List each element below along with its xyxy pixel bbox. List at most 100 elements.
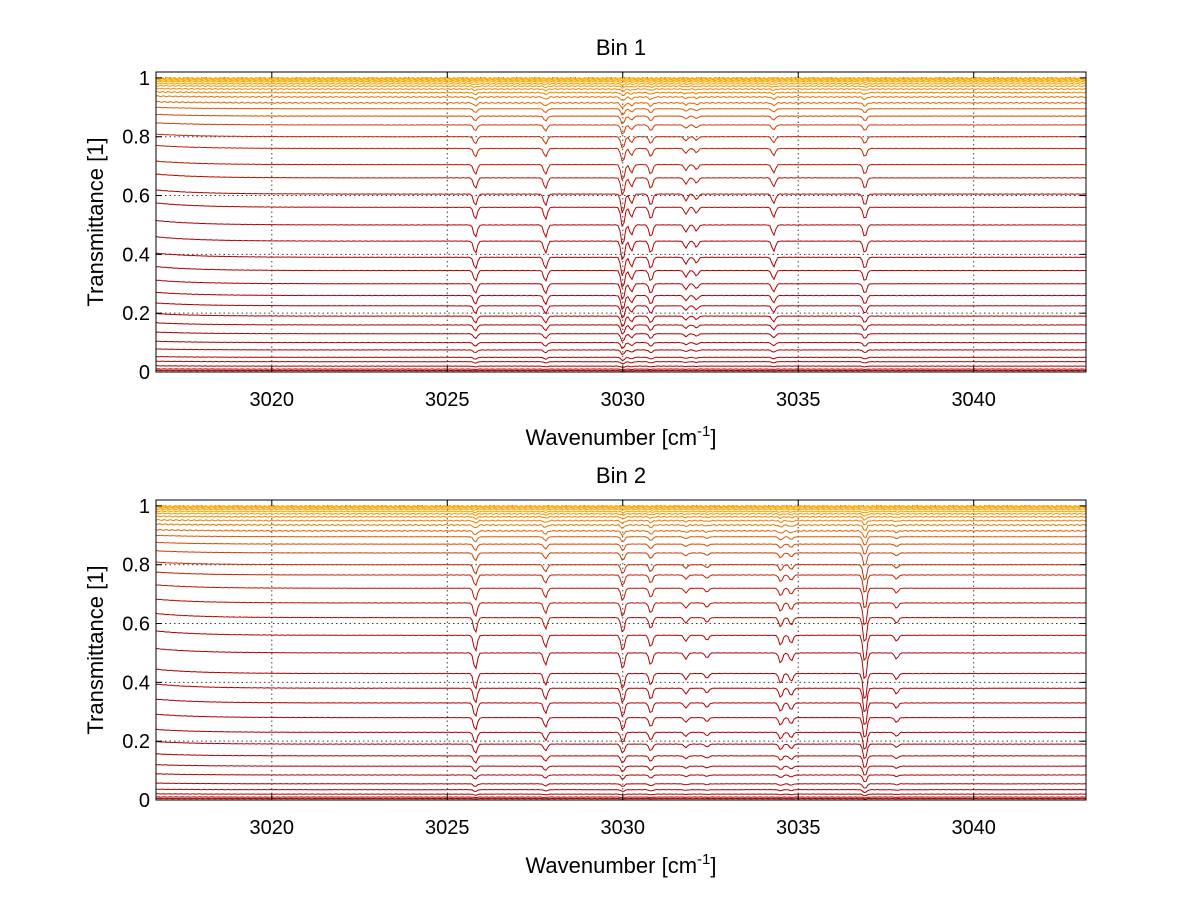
y-tick-label: 1	[139, 68, 150, 90]
spectrum-line	[155, 133, 1087, 149]
spectrum-line	[155, 584, 1087, 609]
x-axis-label: Wavenumber [cm-1]	[525, 423, 716, 450]
x-tick-label: 3020	[250, 817, 295, 839]
spectrum-line	[155, 683, 1087, 713]
spectrum-line	[155, 90, 1087, 97]
spectrum-line	[155, 113, 1087, 125]
spectrum-line	[155, 331, 1087, 342]
y-tick-label: 0.8	[122, 555, 150, 577]
spectrum-line	[155, 368, 1087, 371]
spectrum-line	[155, 122, 1087, 135]
spectrum-line	[155, 87, 1087, 92]
x-tick-label: 3035	[776, 817, 821, 839]
subplot-bin-2: 3020 3025 3030 3035 3040 0 0.2 0.4 0.6 0.8 1 Bin 2 W…	[83, 463, 1087, 878]
spectrum-line	[155, 788, 1087, 794]
spectrum-line	[155, 84, 1087, 89]
chart-title: Bin 2	[596, 463, 646, 488]
spectrum-line	[155, 782, 1087, 789]
spectrum-line	[155, 144, 1087, 163]
spectrum-line	[155, 571, 1087, 593]
spectrum-line	[155, 796, 1087, 799]
spectrum-line	[156, 648, 1087, 680]
spectrum-line	[155, 523, 1087, 531]
spectrum-line	[155, 189, 1087, 214]
spectrum-line	[155, 713, 1087, 738]
spectrum-line	[155, 612, 1087, 642]
spectrum-line	[155, 630, 1087, 662]
x-axis-label: Wavenumber [cm-1]	[525, 851, 716, 878]
spectrum-line	[155, 508, 1087, 512]
y-tick-label: 0	[139, 362, 150, 384]
spectrum-line	[155, 348, 1087, 356]
spectrum-line	[155, 79, 1087, 82]
spectrum-line	[155, 95, 1087, 101]
spectrum-line	[155, 313, 1087, 328]
spectrum-line	[155, 266, 1087, 289]
axes-frame	[155, 499, 1087, 801]
x-tick-label: 3035	[776, 389, 821, 411]
spectrum-line	[155, 80, 1087, 84]
spectrum-line	[155, 541, 1087, 555]
spectrum-line	[155, 219, 1087, 245]
spectrum-line	[155, 773, 1087, 783]
spectrum-line	[155, 598, 1087, 626]
spectrum-line	[155, 505, 1087, 508]
y-tick-label: 0.8	[122, 127, 150, 149]
spectrum-line	[155, 515, 1087, 521]
x-tick-label: 3040	[951, 817, 996, 839]
x-tick-label: 3020	[250, 389, 295, 411]
x-tick-label: 3025	[425, 389, 470, 411]
spectrum-line	[155, 510, 1087, 514]
spectrum-line	[155, 561, 1086, 581]
y-tick-label: 1	[139, 496, 150, 518]
spectrum-line	[155, 512, 1087, 517]
x-tick-label: 3030	[601, 389, 646, 411]
y-tick-label: 0.4	[122, 244, 150, 266]
y-tick-label: 0	[139, 790, 150, 812]
spectrum-line	[155, 764, 1087, 776]
spectrum-line	[155, 369, 1087, 372]
spectrum-line	[155, 202, 1086, 228]
x-tick-label: 3030	[601, 817, 646, 839]
x-tick-label: 3025	[425, 817, 470, 839]
spectrum-line	[155, 236, 1087, 261]
spectrum-line	[155, 77, 1087, 81]
spectrum-line	[155, 106, 1087, 116]
x-tick-label: 3040	[951, 389, 996, 411]
spectrum-line	[155, 291, 1087, 311]
spectrum-line	[156, 550, 1087, 566]
spectrum-line	[155, 793, 1087, 797]
spectrum-line	[155, 100, 1087, 109]
spectrum-line	[155, 528, 1087, 539]
spectrum-line	[155, 518, 1087, 526]
spectrum-line	[155, 741, 1087, 760]
spectrum-line	[155, 360, 1087, 365]
spectrum-line	[155, 506, 1087, 510]
y-tick-label: 0.2	[122, 731, 150, 753]
spectrum-line	[155, 322, 1087, 335]
spectrum-line	[155, 534, 1086, 546]
subplot-bin-1: 3020 3025 3030 3035 3040 0 0.2 0.4 0.6 0.8 1 Bin 1 W…	[83, 35, 1087, 450]
y-tick-label: 0.6	[122, 614, 150, 636]
y-tick-label: 0.6	[122, 186, 150, 208]
spectrum-line	[155, 797, 1087, 800]
chart-title: Bin 1	[596, 35, 646, 60]
y-tick-label: 0.4	[122, 672, 150, 694]
spectrum-line	[155, 698, 1087, 726]
axes-frame	[155, 71, 1087, 373]
spectrum-line	[155, 77, 1087, 80]
spectrum-line	[155, 668, 1087, 700]
y-tick-label: 0.2	[122, 303, 150, 325]
y-axis-label: Transmittance [1]	[83, 137, 108, 306]
spectrum-line	[155, 279, 1087, 301]
spectrum-line	[155, 728, 1087, 750]
spectrum-line	[155, 82, 1087, 87]
spectrum-line	[155, 365, 1087, 368]
spectrum-line	[155, 302, 1087, 319]
spectrum-line	[155, 753, 1087, 769]
spectrum-line	[155, 173, 1087, 196]
y-axis-label: Transmittance [1]	[83, 565, 108, 734]
spectrum-line	[155, 355, 1086, 361]
spectrum-line	[155, 160, 1086, 181]
